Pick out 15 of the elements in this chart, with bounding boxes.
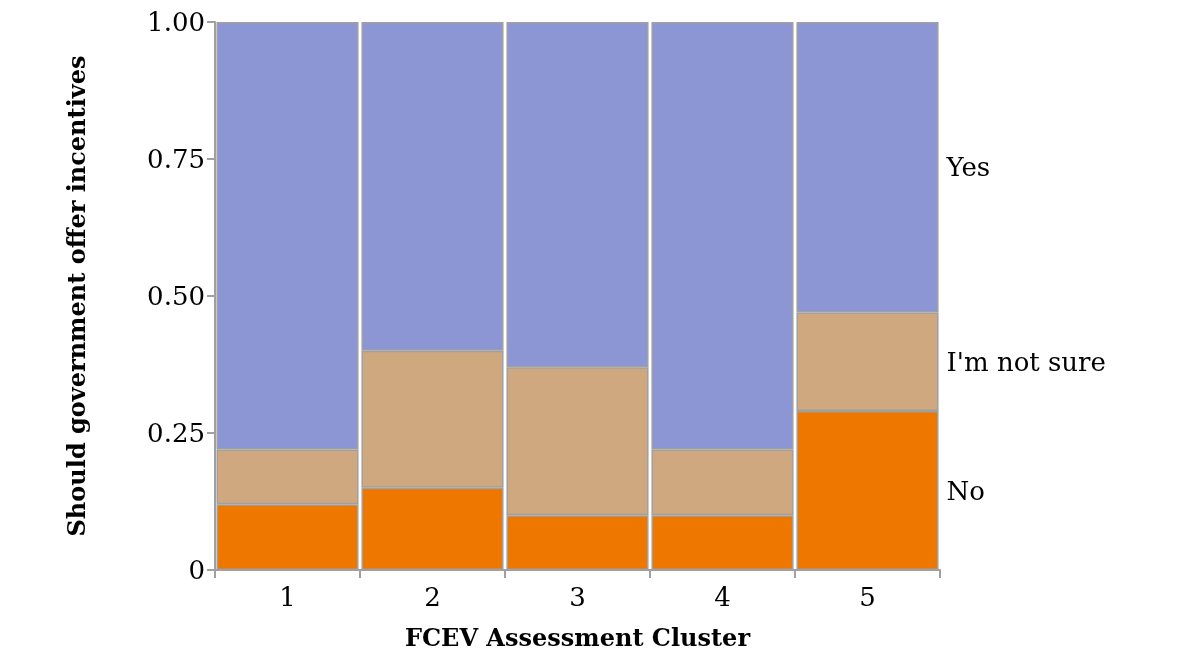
x-tick-label: 2 (424, 582, 441, 612)
y-tick-label: 1.00 (147, 7, 205, 37)
series-label: I'm not sure (946, 346, 1106, 377)
x-tick-label: 5 (859, 582, 876, 612)
y-tick-label: 0.50 (147, 281, 205, 311)
y-tick-label: 0.75 (147, 144, 205, 174)
series-label: No (946, 475, 985, 506)
x-tick-label: 1 (279, 582, 296, 612)
y-axis-title: Should government offer incentives (61, 55, 91, 537)
x-axis-title: FCEV Assessment Cluster (404, 622, 751, 652)
x-tick-label: 4 (714, 582, 731, 612)
series-label: Yes (945, 152, 991, 183)
y-tick-label: 0.25 (147, 418, 205, 448)
y-tick-label: 0 (188, 555, 205, 585)
x-tick-label: 3 (569, 582, 586, 612)
